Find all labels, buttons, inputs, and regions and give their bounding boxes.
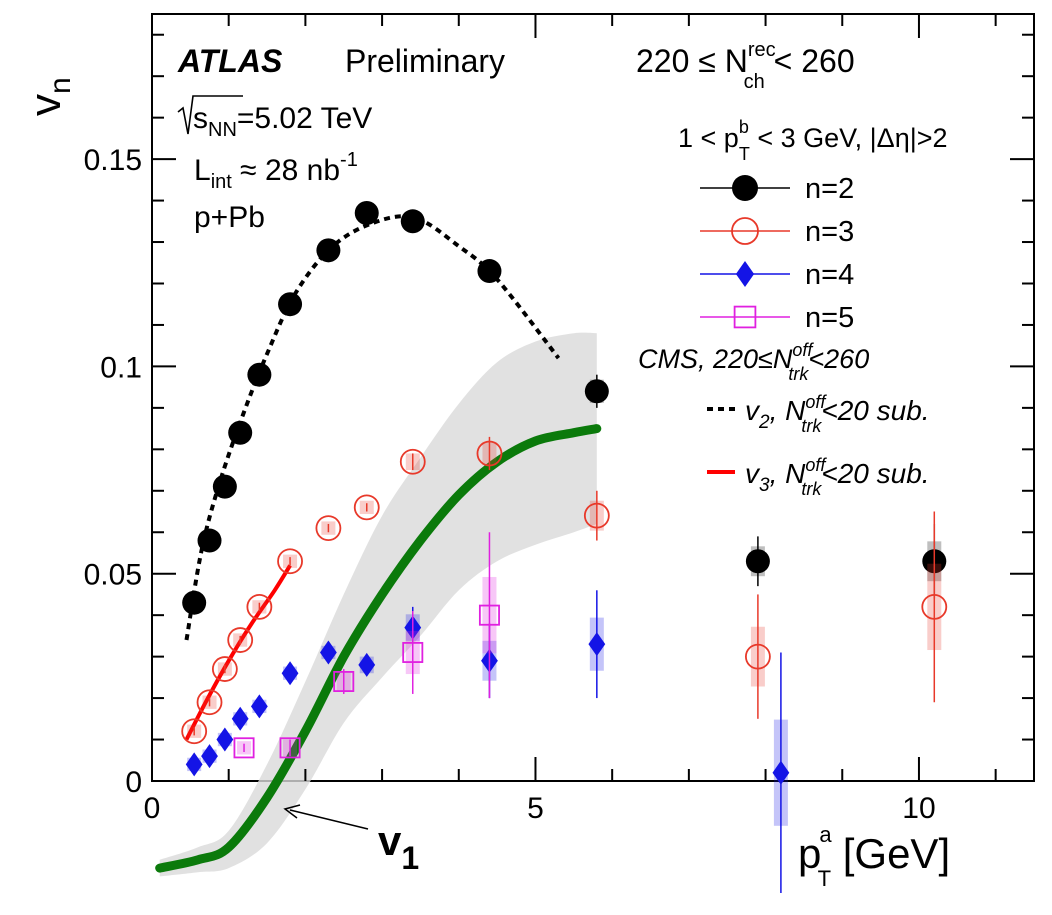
v1-label: v1 bbox=[378, 817, 419, 876]
series-n=2-point bbox=[228, 420, 253, 445]
series-n=5-point bbox=[402, 641, 424, 663]
series-n=3-point bbox=[921, 593, 948, 620]
v1-annotation: v1 bbox=[283, 804, 419, 876]
v1-arrow-head bbox=[283, 804, 301, 819]
preliminary-label: Preliminary bbox=[345, 43, 505, 79]
series-n=4-point bbox=[320, 640, 337, 665]
series-n=3-point bbox=[246, 593, 273, 620]
series-n=2-point bbox=[316, 238, 341, 263]
cms-v3-legend-label: v3, Noff trk<20 sub. bbox=[745, 455, 930, 499]
x-tick-label: 0 bbox=[144, 792, 161, 825]
series-n=2-point bbox=[182, 590, 207, 615]
legend-marker bbox=[733, 305, 757, 329]
series-n=4-point bbox=[216, 727, 234, 752]
series-n=3-point bbox=[744, 643, 771, 670]
legend-entry-n=3: n=3 bbox=[700, 216, 854, 248]
legend-marker bbox=[735, 261, 755, 287]
luminosity-label: Lint ≈ 28 nb-1 bbox=[194, 149, 358, 193]
series-n=5-point bbox=[478, 604, 500, 626]
series-n=4-point bbox=[281, 661, 299, 686]
series-n=3-point bbox=[181, 718, 208, 745]
sqrt-sign bbox=[177, 95, 243, 135]
series-n=4-point bbox=[358, 652, 376, 677]
series-n=3-point bbox=[353, 494, 380, 521]
cms-v2-legend-entry: v2, Noff trk<20 sub. bbox=[707, 392, 930, 436]
series-n=3-point bbox=[211, 656, 238, 682]
legend-entry-n=5: n=5 bbox=[700, 302, 854, 334]
series-n=3-point bbox=[315, 515, 342, 541]
legend-label: n=5 bbox=[805, 302, 854, 334]
cms-v3-legend-entry: v3, Noff trk<20 sub. bbox=[707, 455, 930, 499]
series-n=4-point bbox=[231, 706, 249, 731]
x-axis-title: pa T [GeV] bbox=[798, 822, 950, 891]
series-n=5 bbox=[233, 532, 500, 759]
plot-frame bbox=[151, 13, 1035, 782]
legend-marker bbox=[732, 175, 758, 201]
series-n=4-point bbox=[201, 744, 218, 769]
cms-label: CMS, 220≤Noff trk<260 bbox=[638, 340, 869, 384]
legend: n=2 n=3 n=4 n=5 bbox=[700, 173, 854, 334]
v1-curve bbox=[155, 424, 602, 873]
series-n=3-point bbox=[476, 440, 503, 467]
series-n=5-point bbox=[279, 737, 301, 759]
series-n=2-point bbox=[400, 209, 425, 234]
series-n=3-point bbox=[227, 627, 254, 653]
v1-arrow-shaft bbox=[289, 809, 369, 830]
svg-text:sNN=5.02 TeV: sNN=5.02 TeV bbox=[193, 102, 372, 141]
atlas-label: ATLAS bbox=[177, 43, 283, 79]
series-n=3-point bbox=[277, 548, 303, 575]
legend-entry-n=2: n=2 bbox=[700, 173, 854, 205]
series-n=2-point bbox=[584, 379, 609, 404]
legend-label: n=4 bbox=[805, 259, 854, 291]
legend-entry-n=4: n=4 bbox=[700, 259, 854, 291]
cms-v2-curve bbox=[184, 214, 561, 641]
series-n=4-point bbox=[772, 760, 790, 785]
pt-b-label: 1 < pb T < 3 GeV, |Δη|>2 bbox=[678, 117, 948, 164]
y-tick-label: 0.1 bbox=[100, 351, 142, 384]
legend-label: n=2 bbox=[805, 173, 854, 205]
system-label: p+Pb bbox=[194, 201, 265, 234]
y-tick-label: 0.15 bbox=[84, 144, 142, 177]
y-axis-title: vn bbox=[21, 77, 77, 116]
series-n=2-point bbox=[212, 474, 237, 499]
x-tick-label: 5 bbox=[527, 792, 544, 825]
series-n=2-point bbox=[197, 528, 222, 553]
series-n=2-point bbox=[247, 362, 272, 387]
series-n=2-point bbox=[354, 201, 379, 226]
legend-label: n=3 bbox=[805, 216, 854, 248]
legend-marker bbox=[731, 217, 759, 245]
series-n=3-point bbox=[399, 448, 426, 475]
series-n=4-point bbox=[588, 632, 606, 657]
series-n=3 bbox=[181, 436, 948, 745]
cms-v2-legend-label: v2, Noff trk<20 sub. bbox=[745, 392, 930, 436]
series-n=3-point bbox=[196, 689, 223, 716]
series-n=2 bbox=[182, 201, 947, 615]
series-n=5-point bbox=[333, 670, 355, 692]
y-tick-label: 0 bbox=[125, 766, 142, 799]
energy-label: sNN=5.02 TeV bbox=[177, 95, 372, 141]
series-n=3-point bbox=[583, 502, 610, 529]
series-n=2-point bbox=[278, 292, 303, 317]
nch-label: 220 ≤ Nrec ch < 260 bbox=[636, 39, 855, 93]
series-n=4-point bbox=[185, 752, 203, 777]
series-n=4-point bbox=[250, 694, 268, 719]
series-n=5-point bbox=[233, 737, 255, 759]
series-n=2-point bbox=[745, 549, 770, 574]
series-n=2-point bbox=[477, 259, 502, 284]
x-tick-label: 10 bbox=[902, 792, 935, 825]
y-tick-label: 0.05 bbox=[84, 559, 142, 592]
